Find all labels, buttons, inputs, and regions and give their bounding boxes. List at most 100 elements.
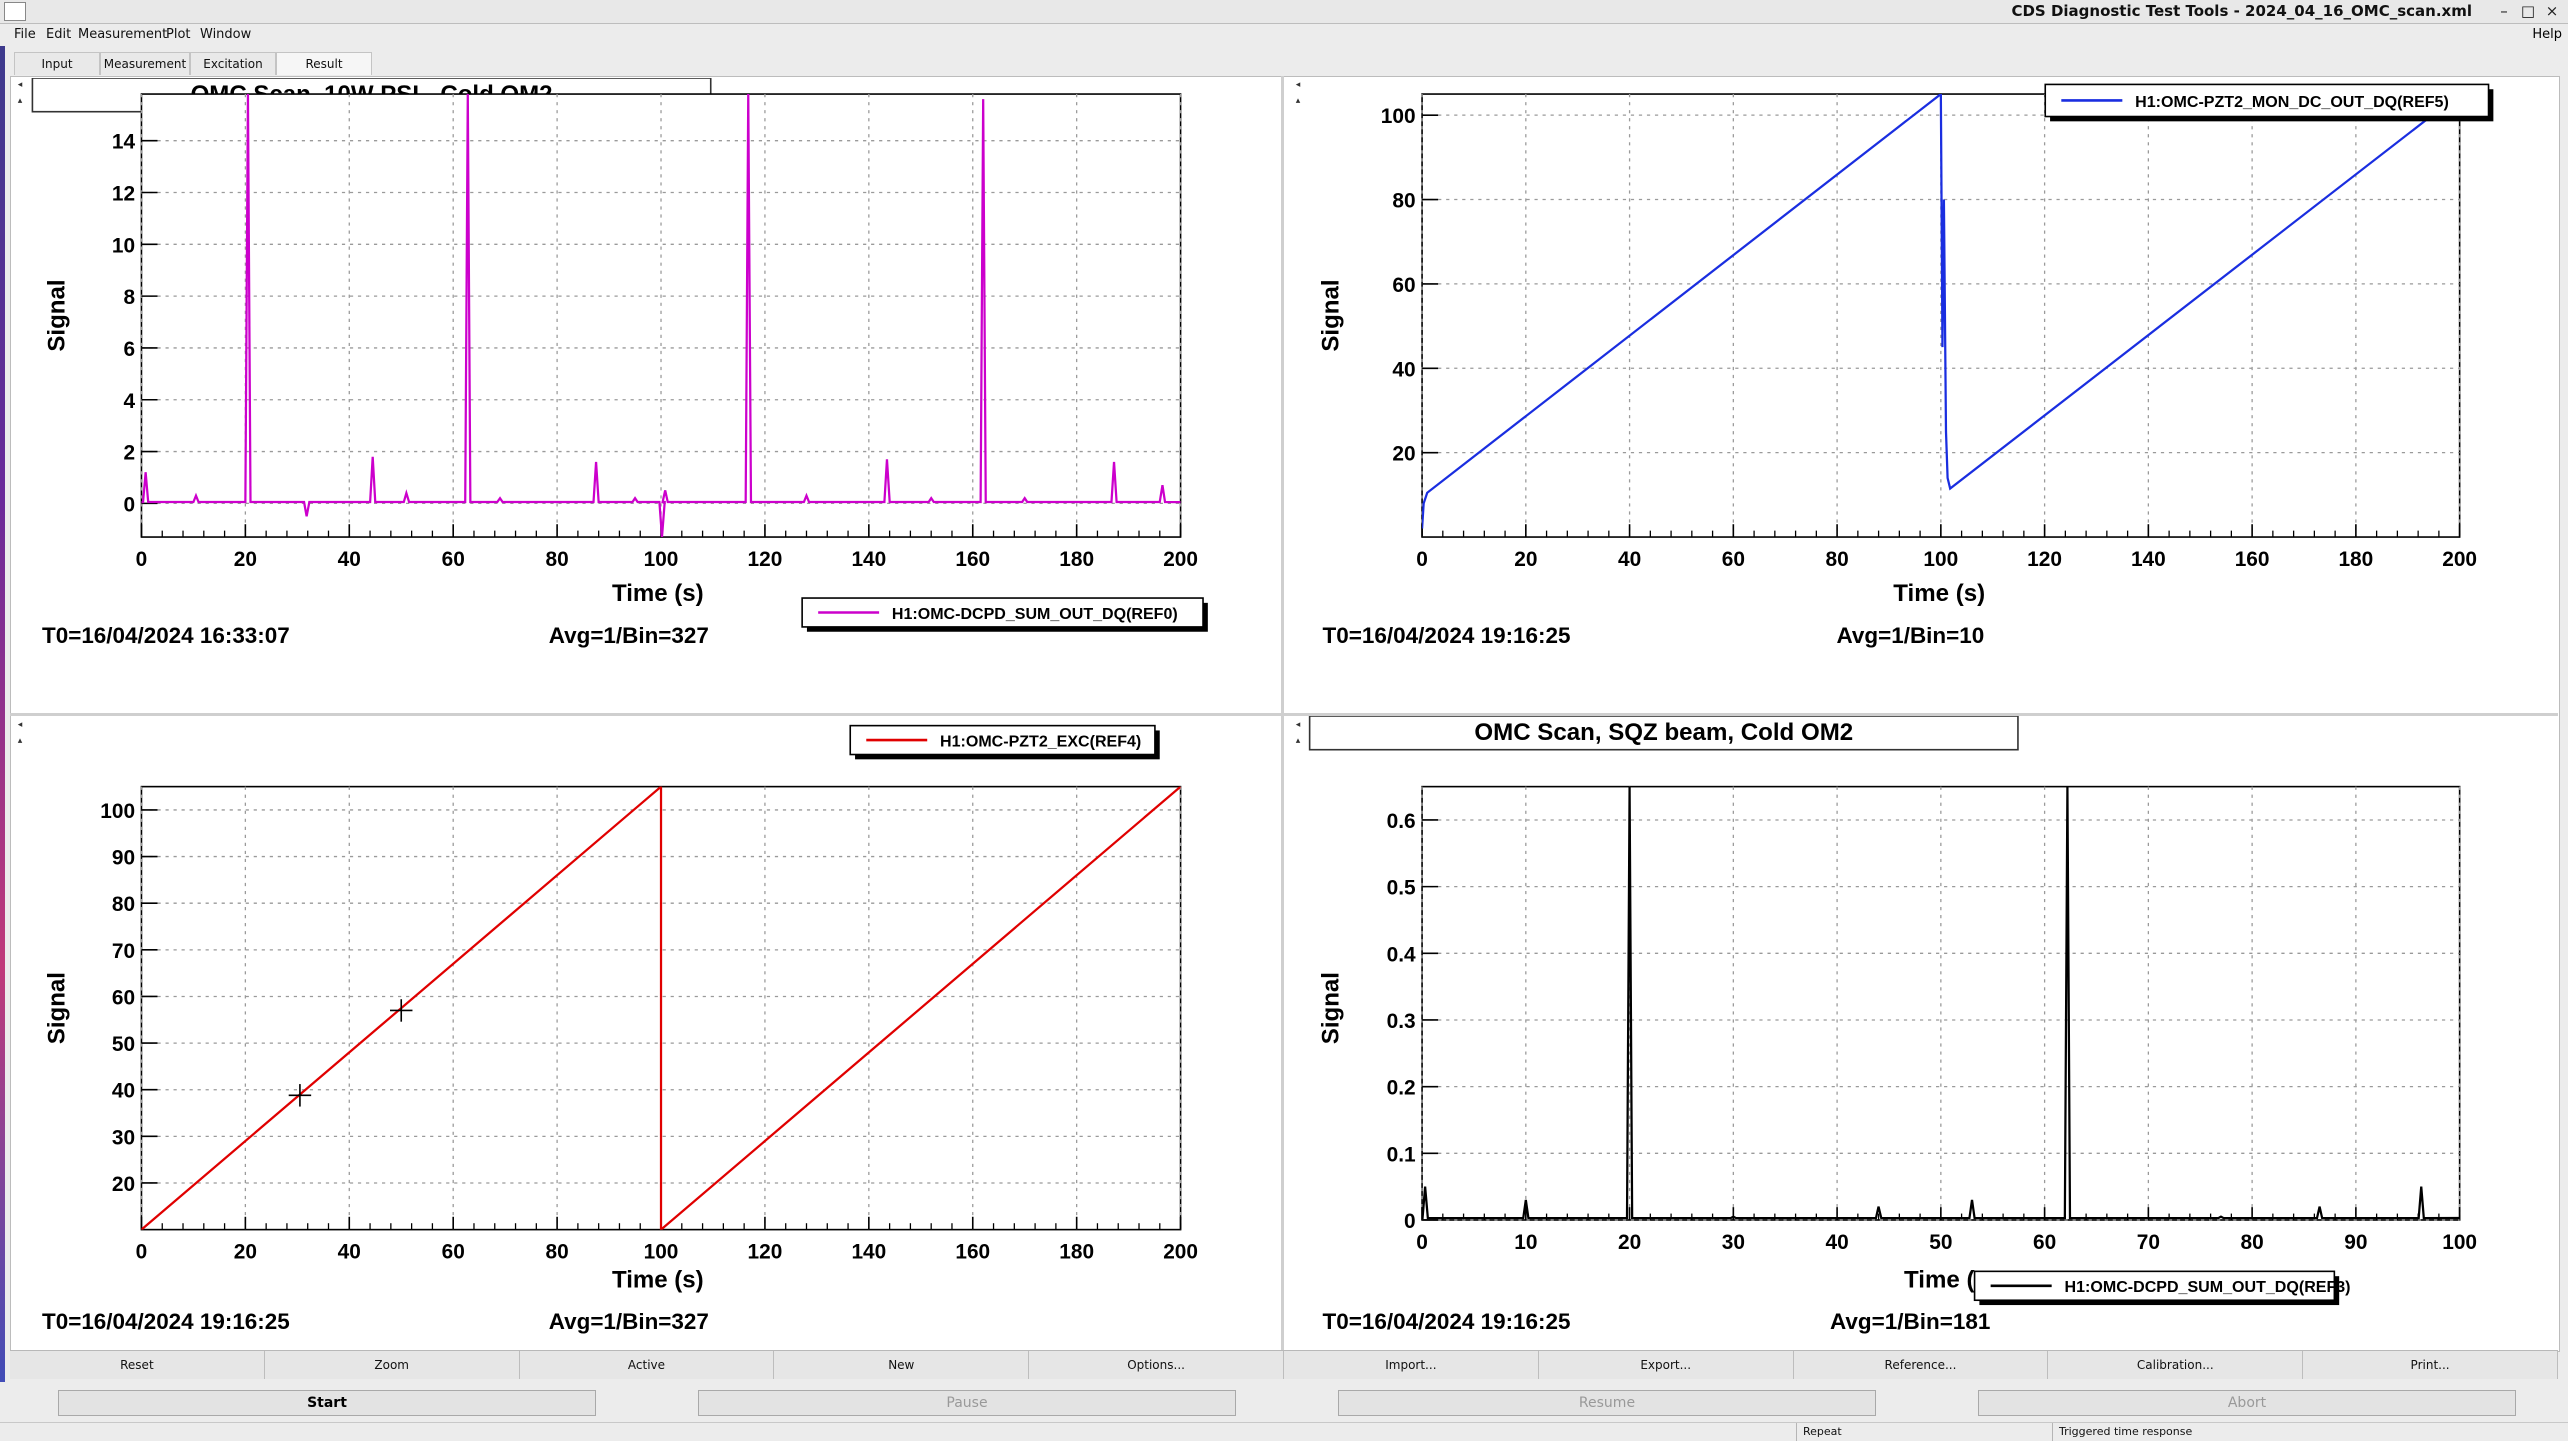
pad-expand-icon[interactable]: ◂ — [17, 80, 23, 90]
status-bar: Repeat Triggered time response — [0, 1422, 2568, 1441]
tick-label-x: 140 — [851, 548, 886, 571]
menu-window[interactable]: Window — [200, 27, 252, 42]
window-title: CDS Diagnostic Test Tools - 2024_04_16_O… — [2011, 2, 2472, 20]
tick-label-x: 180 — [2338, 548, 2373, 571]
x-axis-label: Time (s) — [1893, 580, 1985, 607]
reset-button[interactable]: Reset — [10, 1351, 265, 1379]
tick-label-y: 8 — [123, 286, 135, 309]
pad-expand-icon[interactable]: ◂ — [1295, 80, 1301, 90]
tick-label-y: 0.4 — [1387, 943, 1416, 966]
menu-bar: File Edit Measurement Plot Window Help — [0, 24, 2568, 46]
plot-group: OMC Scan, SQZ beam, Cold OM2 0 10 20 30 40 50 6… — [1308, 716, 2477, 1334]
zoom-button[interactable]: Zoom — [265, 1351, 520, 1379]
tick-label-x: 20 — [1618, 1231, 1641, 1254]
maximize-icon[interactable]: □ — [2520, 2, 2536, 20]
tick-label-y: 0.5 — [1387, 877, 1416, 900]
tick-label-y: 0 — [1404, 1210, 1416, 1233]
tick-label-y: 100 — [1381, 105, 1416, 128]
active-button[interactable]: Active — [520, 1351, 775, 1379]
tick-label-y: 20 — [1392, 443, 1415, 466]
start-button[interactable]: Start — [58, 1390, 596, 1416]
tick-label-x: 60 — [442, 548, 465, 571]
avg-label: Avg=1/Bin=327 — [549, 1309, 709, 1334]
x-axis-label: Time ( — [1904, 1266, 1975, 1293]
app-icon[interactable] — [4, 2, 26, 21]
plot-group: 0 20 40 60 80 100 120 140 160 180 200 20 40 60 80 100 Ti… — [1318, 83, 2494, 648]
tick-label-x: 30 — [1722, 1231, 1745, 1254]
pause-button[interactable]: Pause — [698, 1390, 1236, 1416]
tick-label-y: 0.2 — [1387, 1077, 1416, 1100]
pad-scroll-icon[interactable]: ▴ — [1295, 96, 1301, 106]
tick-label-y: 60 — [1392, 274, 1415, 297]
tick-label-y: 30 — [112, 1126, 135, 1149]
tick-label-x: 160 — [955, 548, 990, 571]
plot-pad-2[interactable]: 0 20 40 60 80 100 120 140 160 180 200 20 40 60 80 100 Ti… — [1300, 78, 2556, 712]
menu-plot[interactable]: Plot — [166, 27, 191, 42]
series-group — [1422, 94, 2460, 529]
plot-title-box — [1308, 716, 2019, 751]
y-axis-label: Signal — [43, 972, 70, 1044]
tick-label-x: 100 — [1923, 548, 1958, 571]
tick-label-x: 120 — [2027, 548, 2062, 571]
plot-pad-1[interactable]: OMC Scan, 10W PSL, Cold OM20204060801001… — [26, 78, 1280, 712]
t0-label: T0=16/04/2024 16:33:07 — [42, 623, 290, 648]
tick-label-x: 80 — [546, 1241, 569, 1264]
plot-pad-3[interactable]: 0 20 40 60 80 100 120 140 160 180 200 20 30 40 50 60 70 8… — [26, 716, 1280, 1350]
tick-label-y: 60 — [112, 986, 135, 1009]
series-line — [1422, 786, 2460, 1220]
export-button[interactable]: Export... — [1539, 1351, 1794, 1379]
pad-expand-icon[interactable]: ◂ — [17, 720, 23, 730]
tab-result[interactable]: Result — [276, 52, 372, 75]
series-line — [141, 94, 1181, 538]
minimize-icon[interactable]: – — [2500, 2, 2508, 20]
pad-divider-horizontal[interactable] — [10, 713, 2558, 716]
tick-label-x: 200 — [2442, 548, 2477, 571]
tick-label-x: 20 — [1514, 548, 1537, 571]
tab-input[interactable]: Input — [14, 52, 100, 75]
y-axis-label: Signal — [1318, 972, 1345, 1044]
tick-label-x: 0 — [1416, 548, 1428, 571]
title-bar: CDS Diagnostic Test Tools - 2024_04_16_O… — [0, 0, 2568, 24]
options-button[interactable]: Options... — [1029, 1351, 1284, 1379]
tick-label-y: 14 — [112, 131, 136, 154]
x-axis-label: Time (s) — [612, 1266, 704, 1293]
pad-expand-icon[interactable]: ◂ — [1295, 720, 1301, 730]
t0-label: T0=16/04/2024 19:16:25 — [1322, 1309, 1570, 1334]
close-icon[interactable]: × — [2545, 2, 2559, 20]
menu-edit[interactable]: Edit — [46, 27, 72, 42]
resume-button[interactable]: Resume — [1338, 1390, 1876, 1416]
tick-label-y: 0.6 — [1387, 810, 1416, 833]
reference-button[interactable]: Reference... — [1794, 1351, 2049, 1379]
pad-scroll-icon[interactable]: ▴ — [17, 736, 23, 746]
pad-scroll-icon[interactable]: ▴ — [17, 96, 23, 106]
pad-scroll-icon[interactable]: ▴ — [1295, 736, 1301, 746]
print-button[interactable]: Print... — [2303, 1351, 2558, 1379]
tick-label-x: 0 — [136, 1241, 148, 1264]
tick-label-x: 160 — [955, 1241, 990, 1264]
legend-label: H1:OMC-PZT2_MON_DC_OUT_DQ(REF5) — [2135, 93, 2449, 111]
tab-measurement[interactable]: Measurement — [100, 52, 190, 75]
calibration-button[interactable]: Calibration... — [2048, 1351, 2304, 1379]
tick-label-x: 180 — [1059, 1241, 1094, 1264]
status-mode: Triggered time response — [2052, 1423, 2559, 1441]
tab-excitation[interactable]: Excitation — [190, 52, 276, 75]
tick-label-x: 90 — [2344, 1231, 2367, 1254]
tick-label-x: 200 — [1163, 1241, 1198, 1264]
tick-label-x: 40 — [338, 1241, 361, 1264]
new-button[interactable]: New — [774, 1351, 1030, 1379]
tick-label-y: 12 — [112, 183, 135, 206]
tick-label-y: 20 — [112, 1173, 135, 1196]
tick-label-x: 60 — [2033, 1231, 2056, 1254]
tick-label-x: 80 — [2241, 1231, 2264, 1254]
t0-label: T0=16/04/2024 19:16:25 — [1322, 623, 1570, 648]
tick-label-x: 120 — [748, 1241, 783, 1264]
tick-label-y: 6 — [123, 338, 135, 361]
tick-label-x: 40 — [338, 548, 361, 571]
tick-label-y: 90 — [112, 847, 135, 870]
abort-button[interactable]: Abort — [1978, 1390, 2516, 1416]
menu-measurement[interactable]: Measurement — [78, 27, 168, 42]
plot-pad-4[interactable]: OMC Scan, SQZ beam, Cold OM2 0 10 20 30 40 50 6… — [1300, 716, 2556, 1350]
menu-file[interactable]: File — [14, 27, 36, 42]
menu-help[interactable]: Help — [2532, 27, 2562, 42]
import-button[interactable]: Import... — [1284, 1351, 1539, 1379]
